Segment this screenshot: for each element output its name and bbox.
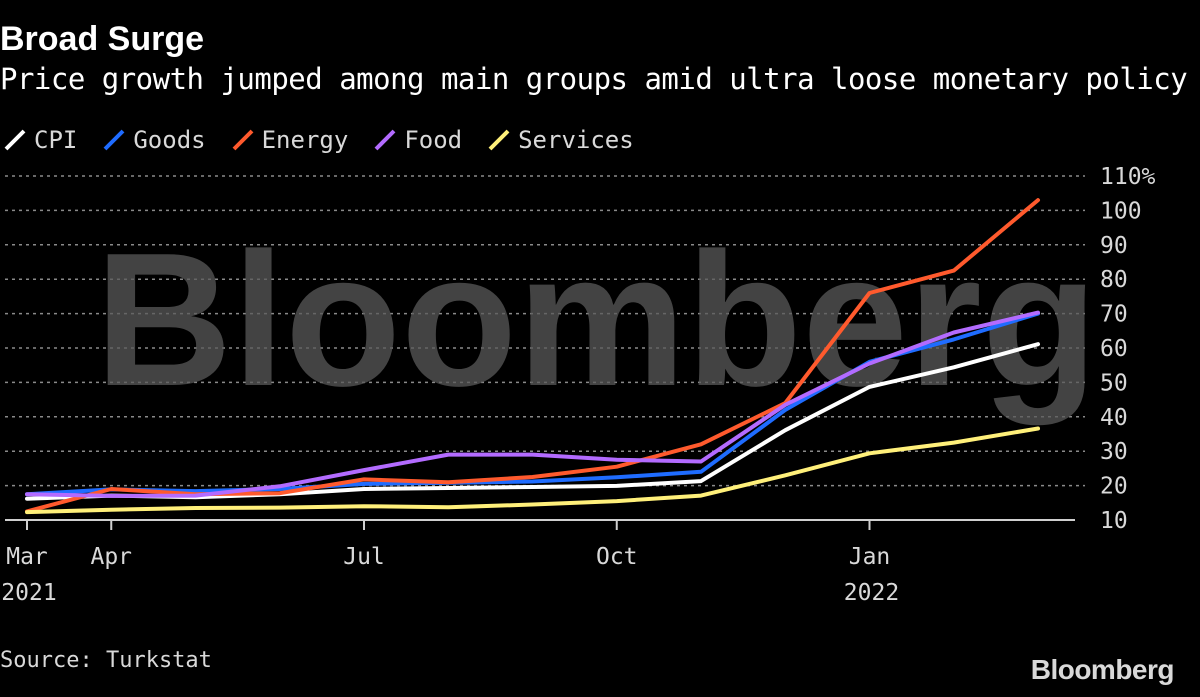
x-tick-year-label: 2021: [1, 580, 56, 606]
y-tick-label: 70: [1100, 302, 1128, 328]
y-tick-label: 50: [1100, 370, 1128, 396]
legend-swatch-cpi-icon: [4, 129, 26, 151]
legend-label-services: Services: [518, 126, 634, 154]
source-note: Source: Turkstat: [0, 648, 212, 673]
legend-swatch-goods-icon: [103, 129, 125, 151]
y-tick-label: 110%: [1100, 164, 1156, 190]
y-tick-label: 60: [1100, 336, 1128, 362]
legend-item-services: Services: [488, 126, 634, 154]
chart-subtitle: Price growth jumped among main groups am…: [0, 62, 1188, 96]
x-tick-label: Apr: [90, 544, 132, 570]
y-tick-label: 40: [1100, 405, 1128, 431]
bloomberg-watermark: Bloomberg: [95, 214, 1098, 426]
series-layer: [25, 198, 1040, 515]
y-tick-label: 80: [1100, 267, 1128, 293]
legend-label-energy: Energy: [261, 126, 349, 154]
x-tick-label: Jan: [849, 544, 891, 570]
axis-layer: 110% 100 90 80 70 60 50 40 30 20 10 Mar 2021 Apr Jul Oc…: [1, 164, 1155, 606]
legend-label-food: Food: [404, 126, 463, 154]
y-tick-label: 20: [1100, 474, 1128, 500]
x-tick-year-label: 2022: [844, 580, 899, 606]
legend-swatch-services-icon: [488, 129, 510, 151]
legend: CPI Goods Energy Food Services: [4, 124, 634, 156]
legend-item-food: Food: [374, 126, 462, 154]
legend-item-goods: Goods: [103, 126, 206, 154]
x-tick-label: Jul: [343, 544, 385, 570]
series-line-services: [25, 426, 1040, 515]
series-line-food: [25, 310, 1040, 498]
x-tick-label: Oct: [596, 544, 638, 570]
legend-label-goods: Goods: [133, 126, 206, 154]
legend-swatch-food-icon: [374, 129, 396, 151]
y-tick-label: 100: [1100, 198, 1142, 224]
legend-label-cpi: CPI: [34, 126, 78, 154]
y-tick-label: 90: [1100, 233, 1128, 259]
x-tick-label: Mar: [6, 544, 48, 570]
chart-title: Broad Surge: [0, 20, 205, 58]
legend-swatch-energy-icon: [232, 129, 254, 151]
legend-item-cpi: CPI: [4, 126, 77, 154]
legend-item-energy: Energy: [232, 126, 349, 154]
bloomberg-logo: Bloomberg: [1030, 654, 1175, 685]
y-tick-label: 10: [1100, 508, 1128, 534]
y-tick-label: 30: [1100, 439, 1128, 465]
